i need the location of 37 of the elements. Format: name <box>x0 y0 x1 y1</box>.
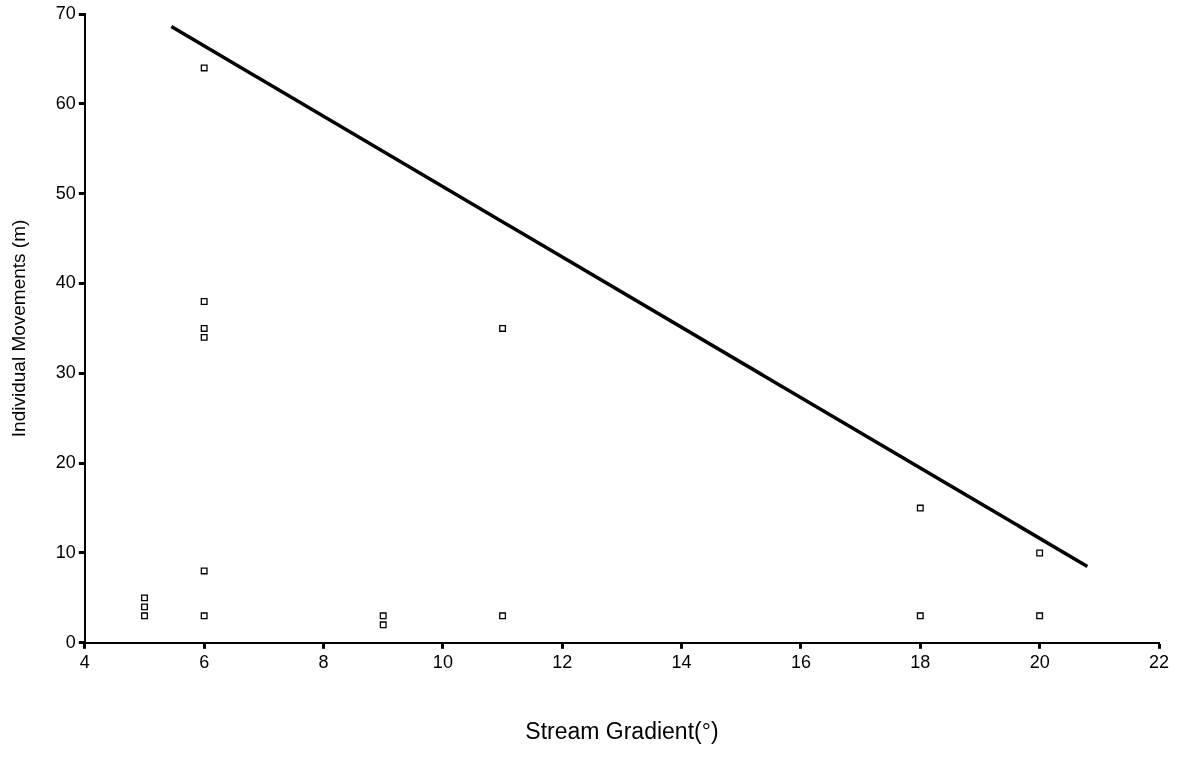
y-tick-label: 0 <box>65 631 76 652</box>
point <box>200 612 208 620</box>
x-tick-label: 18 <box>910 651 931 672</box>
y-tick-label: 50 <box>55 182 76 203</box>
x-axis-title: Stream Gradient(°) <box>525 717 719 744</box>
y-axis-title: Individual Movements (m) <box>7 219 29 438</box>
point <box>379 612 387 620</box>
y-tick-label: 60 <box>55 92 76 113</box>
x-tick-label: 22 <box>1148 651 1170 672</box>
point <box>1036 612 1044 620</box>
point <box>916 612 924 620</box>
point <box>200 567 208 575</box>
x-tick-label: 8 <box>318 651 329 672</box>
x-tick-label: 10 <box>432 651 453 672</box>
x-tick-label: 20 <box>1029 651 1050 672</box>
y-tick-label: 20 <box>55 452 76 473</box>
point <box>499 324 507 332</box>
x-tick-label: 4 <box>79 651 90 672</box>
x-tick-label: 16 <box>790 651 811 672</box>
point <box>499 612 507 620</box>
point <box>200 297 208 305</box>
y-tick-label: 10 <box>55 541 76 562</box>
point <box>200 333 208 341</box>
point <box>141 594 148 602</box>
point <box>141 612 148 620</box>
y-tick-label: 70 <box>55 2 76 23</box>
point <box>916 504 924 512</box>
point <box>200 64 208 72</box>
point <box>379 621 387 629</box>
y-tick-label: 30 <box>55 362 76 383</box>
point <box>200 324 208 332</box>
point <box>1036 549 1044 557</box>
x-tick-label: 6 <box>199 651 210 672</box>
y-tick-label: 40 <box>55 272 76 293</box>
point <box>141 603 148 611</box>
x-tick-label: 12 <box>552 651 573 672</box>
x-tick-label: 14 <box>671 651 692 672</box>
